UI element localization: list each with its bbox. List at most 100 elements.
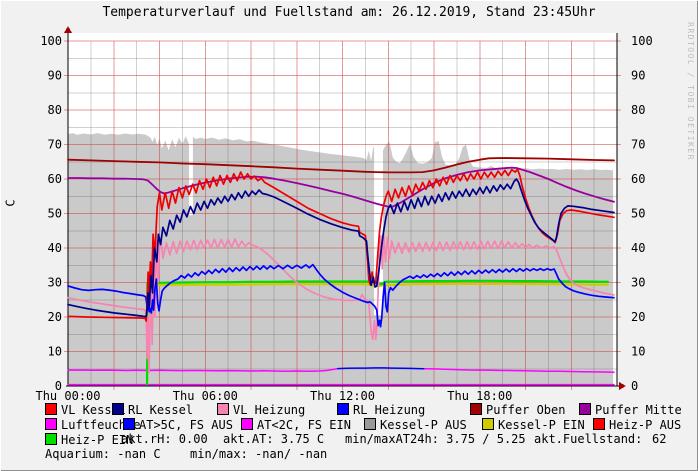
grid-layer [64, 40, 621, 390]
y-axis-arrow-icon [64, 26, 72, 33]
chart-title: Temperaturverlauf und Fuellstand am: 26.… [102, 5, 596, 20]
legend-label: AT>5C, FS AUS [139, 418, 233, 432]
legend-label: Puffer Mitte [595, 403, 682, 417]
y-tick-label-right: 80 [631, 103, 645, 117]
legend-swatch [45, 403, 57, 415]
legend-text-aquarium-nan-c: Aquarium: -nan C [45, 448, 161, 461]
legend-swatch [45, 418, 57, 430]
legend-item-kessel-p-aus: Kessel-P AUS [364, 418, 467, 432]
series-at-2c-fs-ein-b [424, 368, 615, 373]
y-tick-label-left: 80 [48, 103, 62, 117]
x-tick-label: Thu 18:00 [447, 389, 512, 403]
series-puffer-oben [67, 157, 615, 174]
chart-canvas: 0 0 10 10 20 20 30 30 40 40 50 50 60 60 70 70 80 80 90 90 10… [35, 26, 653, 403]
y-tick-label-right: 50 [631, 207, 645, 221]
y-tick-label-right: 10 [631, 345, 645, 359]
legend-label: akt.rH: 0.00 [121, 432, 208, 446]
legend-item-vl-heizung: VL Heizung [217, 403, 305, 417]
legend-swatch [337, 403, 349, 415]
y-tick-label-right: 0 [631, 379, 638, 393]
y-tick-label-left: 0 [55, 379, 62, 393]
series-vl-kessel [67, 168, 615, 322]
legend-row: Heiz-P EIN akt.rH: 0.00 akt.AT: 3.75 C min/… [0, 433, 698, 447]
legend-label: Kessel-P EIN [498, 418, 585, 432]
y-tick-label-right: 90 [631, 69, 645, 83]
legend-swatch [217, 403, 229, 415]
x-tick-label: Thu 06:00 [173, 389, 238, 403]
legend-swatch [112, 403, 124, 415]
rrdtool-watermark: RRDTOOL / TOBI OETIKER [686, 22, 695, 161]
tick-labels: 0 0 10 10 20 20 30 30 40 40 50 50 60 60 70 70 80 80 90 90 10… [35, 34, 652, 403]
legend-swatch [241, 418, 253, 430]
y-tick-label-right: 100 [631, 34, 653, 48]
y-tick-label-left: 70 [48, 138, 62, 152]
legend-swatch [482, 418, 494, 430]
legend-label: VL Heizung [233, 403, 306, 417]
area-kessel-p-aus [68, 133, 614, 386]
legend-label: Luftfeuchte [61, 418, 141, 432]
legend-swatch [123, 418, 135, 430]
legend-label: Heiz-P AUS [609, 418, 682, 432]
legend-row: Luftfeuchte AT>5C, FS AUS AT<2C, FS EIN Kes… [0, 418, 698, 432]
area-gap [374, 139, 383, 316]
x-tick-label: Thu 00:00 [35, 389, 100, 403]
y-tick-label-right: 20 [631, 310, 645, 324]
series-rl-heizung [67, 263, 615, 328]
legend-swatch [470, 403, 482, 415]
area-gap [189, 130, 193, 216]
legend-swatch [593, 418, 605, 430]
legend-label: Puffer Oben [486, 403, 566, 417]
legend-item-rl-kessel: RL Kessel [112, 403, 193, 417]
series-at-2c-fs-ein-a [67, 367, 339, 372]
legend-item-luftfeuchte: Luftfeuchte [45, 418, 140, 432]
series-at-5c-fs-aus [337, 367, 426, 370]
series-puffer-mitte [67, 166, 615, 208]
y-tick-label-right: 60 [631, 172, 645, 186]
x-tick-label: Thu 12:00 [310, 389, 375, 403]
legend-text-min-maxat24h-3-75-5-25: min/maxAT24h: 3.75 / 5.25 [345, 433, 526, 446]
legend-text-akt-at-3-75-c: akt.AT: 3.75 C [223, 433, 324, 446]
y-tick-label-left: 100 [40, 34, 62, 48]
legend-text-akt-fuellstand: akt.Fuellstand: [534, 433, 642, 446]
legend-label: Kessel-P AUS [380, 418, 467, 432]
y-tick-label-left: 10 [48, 345, 62, 359]
legend-item-kessel-p-ein: Kessel-P EIN [482, 418, 585, 432]
legend-text-akt-rh-0-00: akt.rH: 0.00 [121, 433, 208, 446]
legend-swatch [45, 433, 57, 445]
y-tick-label-right: 30 [631, 276, 645, 290]
legend-text-62: 62 [652, 433, 666, 446]
legend-item-rl-heizung: RL Heizung [337, 403, 425, 417]
y-tick-label-left: 40 [48, 241, 62, 255]
y-tick-label-left: 20 [48, 310, 62, 324]
legend-item-heiz-p-ein: Heiz-P EIN [45, 433, 133, 447]
legend-text-min-max-nan-nan: min/max: -nan/ -nan [190, 448, 327, 461]
legend-label: AT<2C, FS EIN [257, 418, 351, 432]
legend-label: RL Heizung [353, 403, 426, 417]
y-tick-label-left: 60 [48, 172, 62, 186]
legend-item-puffer-oben: Puffer Oben [470, 403, 565, 417]
legend-label: min/max: -nan/ -nan [190, 447, 328, 461]
legend-label: Aquarium: -nan C [45, 447, 161, 461]
legend-swatch [364, 418, 376, 430]
y-tick-label-right: 70 [631, 138, 645, 152]
legend-row: Aquarium: -nan C min/max: -nan/ -nan [0, 448, 698, 462]
legend-item-at-5c-fs-aus: AT>5C, FS AUS [123, 418, 233, 432]
x-axis-arrow-icon [619, 382, 626, 390]
legend-item-puffer-mitte: Puffer Mitte [579, 403, 682, 417]
series-vl-heizung [67, 233, 615, 374]
legend-label: min/maxAT24h: 3.75 / 5.25 [345, 432, 526, 446]
legend-item-heiz-p-aus: Heiz-P AUS [593, 418, 681, 432]
legend-label: akt.AT: 3.75 C [223, 432, 325, 446]
legend-row: VL Kessel RL Kessel VL Heizung RL Heizung Pu… [0, 403, 698, 417]
series-kessel-p-ein [147, 282, 610, 288]
legend-swatch [579, 403, 591, 415]
legend-label: RL Kessel [128, 403, 194, 417]
y-tick-label-left: 30 [48, 276, 62, 290]
series-rl-kessel [67, 178, 615, 318]
y-tick-label-left: 50 [48, 207, 62, 221]
legend-label: 62 [652, 432, 667, 446]
legend-item-at-2c-fs-ein: AT<2C, FS EIN [241, 418, 351, 432]
y-tick-label-left: 90 [48, 69, 62, 83]
legend-label: Heiz-P EIN [61, 433, 134, 447]
